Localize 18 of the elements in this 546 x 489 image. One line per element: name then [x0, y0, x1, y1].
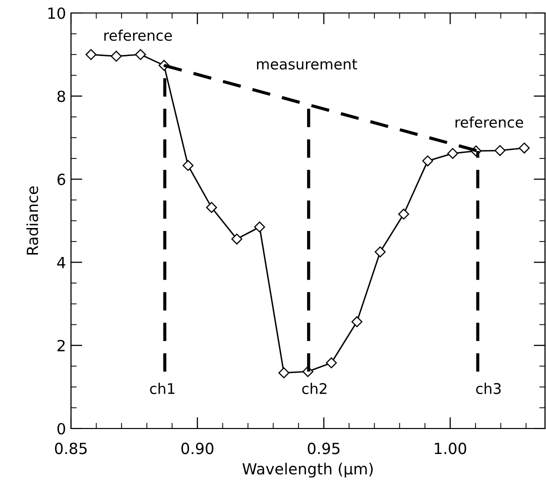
annotation: reference	[104, 30, 172, 41]
y-tick-label: 2	[58, 340, 65, 352]
y-axis-title: Radiance	[26, 186, 38, 254]
y-tick-label: 4	[57, 256, 66, 268]
x-tick-label: 1.00	[434, 442, 466, 454]
annotation: reference	[456, 116, 524, 128]
x-tick-label: 0.85	[55, 442, 87, 454]
y-tick-label: 6	[57, 174, 66, 186]
x-axis-title: Wavelength (µm)	[242, 462, 373, 478]
annotation: measurement	[257, 59, 358, 70]
y-tick-label: 10	[48, 7, 66, 20]
y-tick-label: 0	[57, 422, 66, 435]
x-tick-label: 0.95	[308, 442, 340, 454]
annotation: ch3	[476, 382, 501, 394]
annotation: ch1	[150, 382, 174, 394]
annotation: ch2	[302, 382, 326, 394]
y-tick-label: 8	[57, 90, 66, 102]
x-tick-label: 0.90	[181, 442, 214, 454]
